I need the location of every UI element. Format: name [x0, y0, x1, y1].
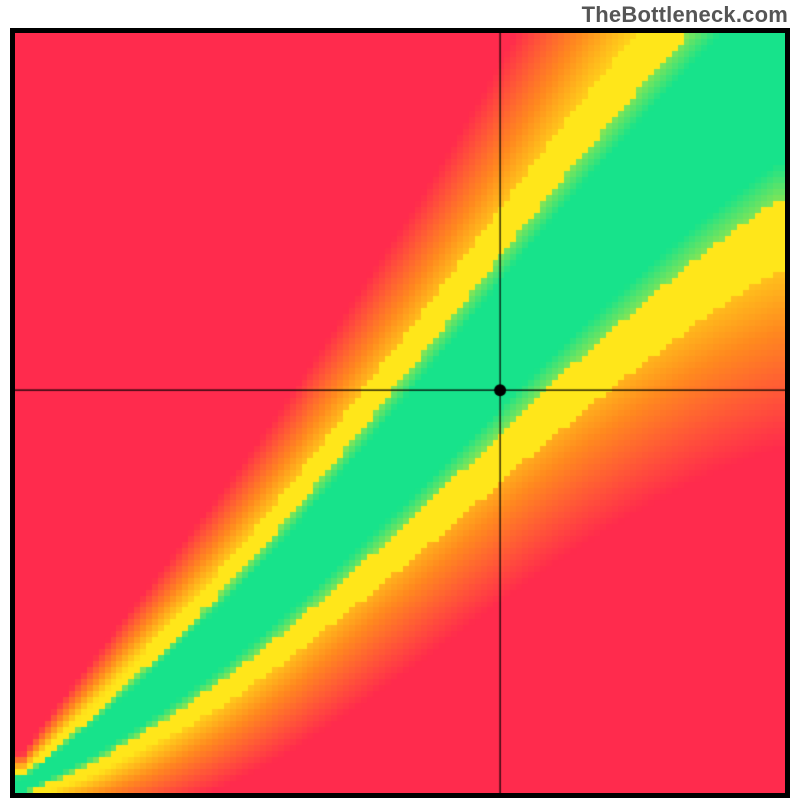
- watermark-text: TheBottleneck.com: [582, 2, 788, 28]
- heatmap-canvas: [15, 33, 785, 793]
- heatmap-plot: [10, 28, 790, 798]
